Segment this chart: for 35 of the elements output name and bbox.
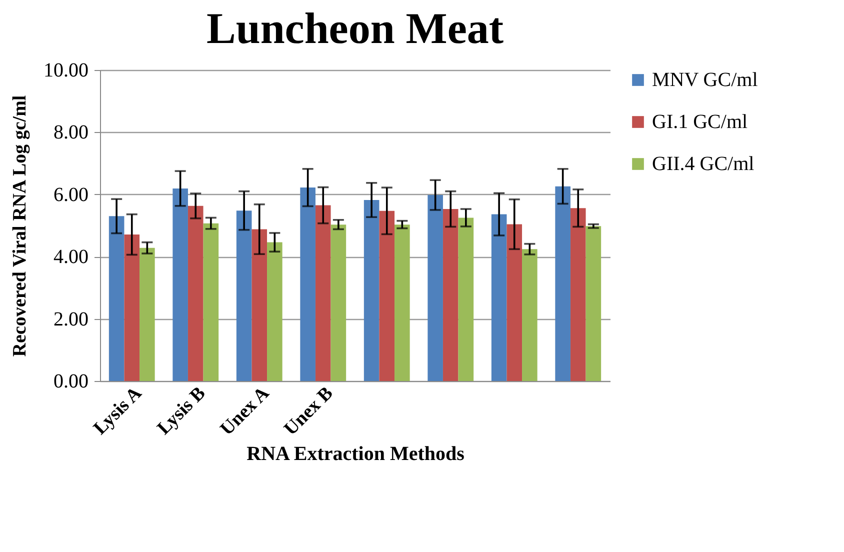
bar — [522, 249, 538, 381]
bar — [570, 208, 586, 381]
bar — [442, 209, 458, 381]
y-axis-title: Recovered Viral RNA Log gc/ml — [10, 95, 30, 357]
bar — [555, 186, 570, 381]
bar — [364, 200, 380, 381]
bar — [140, 248, 155, 381]
y-tick-label: 4.00 — [54, 246, 88, 268]
bar — [491, 214, 507, 381]
y-tick-label: 2.00 — [54, 308, 88, 330]
bar — [315, 205, 331, 381]
x-axis-title: RNA Extraction Methods — [246, 442, 465, 465]
bar — [300, 188, 316, 381]
y-tick-label: 8.00 — [54, 122, 88, 144]
legend-label: GI.1 GC/ml — [652, 111, 748, 133]
bar — [379, 210, 395, 381]
bar — [108, 216, 124, 381]
bar — [428, 195, 443, 381]
bar — [506, 224, 522, 381]
bar — [203, 223, 219, 381]
bar — [188, 206, 204, 381]
y-tick-label: 6.00 — [54, 184, 88, 206]
bar — [172, 188, 188, 381]
chart-title: Luncheon Meat — [206, 4, 504, 53]
legend-label: GII.4 GC/ml — [652, 153, 755, 175]
bar — [124, 234, 140, 381]
bar — [252, 229, 268, 381]
y-tick-label: 10.00 — [44, 60, 88, 82]
bar — [458, 218, 474, 381]
y-tick-label: 0.00 — [54, 370, 88, 392]
bar — [330, 224, 346, 381]
bar — [267, 242, 282, 381]
bar — [394, 224, 410, 381]
legend-label: MNV GC/ml — [652, 69, 758, 91]
bar — [236, 210, 252, 381]
